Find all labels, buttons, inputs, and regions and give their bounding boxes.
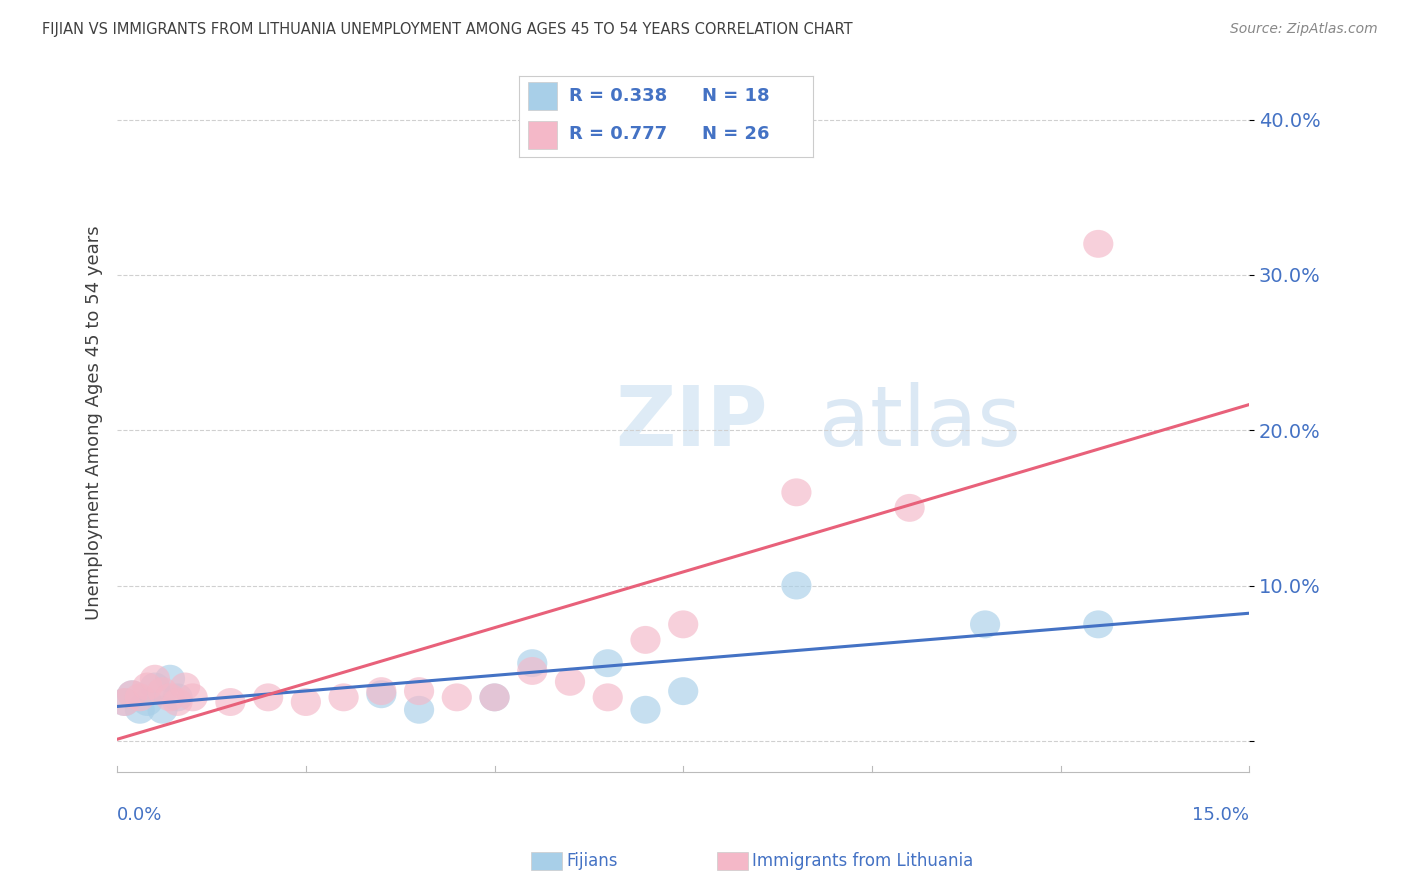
Ellipse shape bbox=[366, 677, 396, 705]
Ellipse shape bbox=[593, 649, 623, 677]
Ellipse shape bbox=[132, 688, 163, 716]
Ellipse shape bbox=[117, 681, 148, 708]
Ellipse shape bbox=[110, 688, 139, 716]
Ellipse shape bbox=[630, 696, 661, 723]
Ellipse shape bbox=[894, 494, 925, 522]
Ellipse shape bbox=[117, 681, 148, 708]
Ellipse shape bbox=[148, 677, 177, 705]
Ellipse shape bbox=[215, 688, 246, 716]
Ellipse shape bbox=[404, 696, 434, 723]
Ellipse shape bbox=[555, 668, 585, 696]
Ellipse shape bbox=[1083, 610, 1114, 639]
Ellipse shape bbox=[291, 688, 321, 716]
Ellipse shape bbox=[404, 677, 434, 705]
Ellipse shape bbox=[1083, 230, 1114, 258]
Ellipse shape bbox=[782, 572, 811, 599]
Text: Immigrants from Lithuania: Immigrants from Lithuania bbox=[752, 852, 973, 870]
Ellipse shape bbox=[593, 683, 623, 711]
Ellipse shape bbox=[148, 696, 177, 723]
Ellipse shape bbox=[253, 683, 283, 711]
Ellipse shape bbox=[479, 683, 509, 711]
Ellipse shape bbox=[110, 688, 139, 716]
Ellipse shape bbox=[155, 665, 186, 693]
Ellipse shape bbox=[668, 610, 699, 639]
Text: 0.0%: 0.0% bbox=[117, 806, 163, 824]
Ellipse shape bbox=[163, 688, 193, 716]
Text: 15.0%: 15.0% bbox=[1192, 806, 1249, 824]
Ellipse shape bbox=[163, 683, 193, 711]
Ellipse shape bbox=[139, 665, 170, 693]
Ellipse shape bbox=[170, 673, 200, 700]
Ellipse shape bbox=[517, 657, 547, 685]
Ellipse shape bbox=[139, 673, 170, 700]
Text: Source: ZipAtlas.com: Source: ZipAtlas.com bbox=[1230, 22, 1378, 37]
Ellipse shape bbox=[441, 683, 472, 711]
Ellipse shape bbox=[782, 478, 811, 507]
Ellipse shape bbox=[630, 626, 661, 654]
Text: ZIP: ZIP bbox=[616, 382, 768, 463]
Ellipse shape bbox=[125, 683, 155, 711]
Ellipse shape bbox=[132, 673, 163, 700]
Y-axis label: Unemployment Among Ages 45 to 54 years: Unemployment Among Ages 45 to 54 years bbox=[86, 225, 103, 620]
Ellipse shape bbox=[479, 683, 509, 711]
Ellipse shape bbox=[668, 677, 699, 705]
Ellipse shape bbox=[366, 681, 396, 708]
Ellipse shape bbox=[329, 683, 359, 711]
Text: atlas: atlas bbox=[820, 382, 1021, 463]
Ellipse shape bbox=[177, 683, 208, 711]
Text: FIJIAN VS IMMIGRANTS FROM LITHUANIA UNEMPLOYMENT AMONG AGES 45 TO 54 YEARS CORRE: FIJIAN VS IMMIGRANTS FROM LITHUANIA UNEM… bbox=[42, 22, 853, 37]
Text: Fijians: Fijians bbox=[567, 852, 619, 870]
Ellipse shape bbox=[155, 683, 186, 711]
Ellipse shape bbox=[125, 696, 155, 723]
Ellipse shape bbox=[517, 649, 547, 677]
Ellipse shape bbox=[970, 610, 1000, 639]
